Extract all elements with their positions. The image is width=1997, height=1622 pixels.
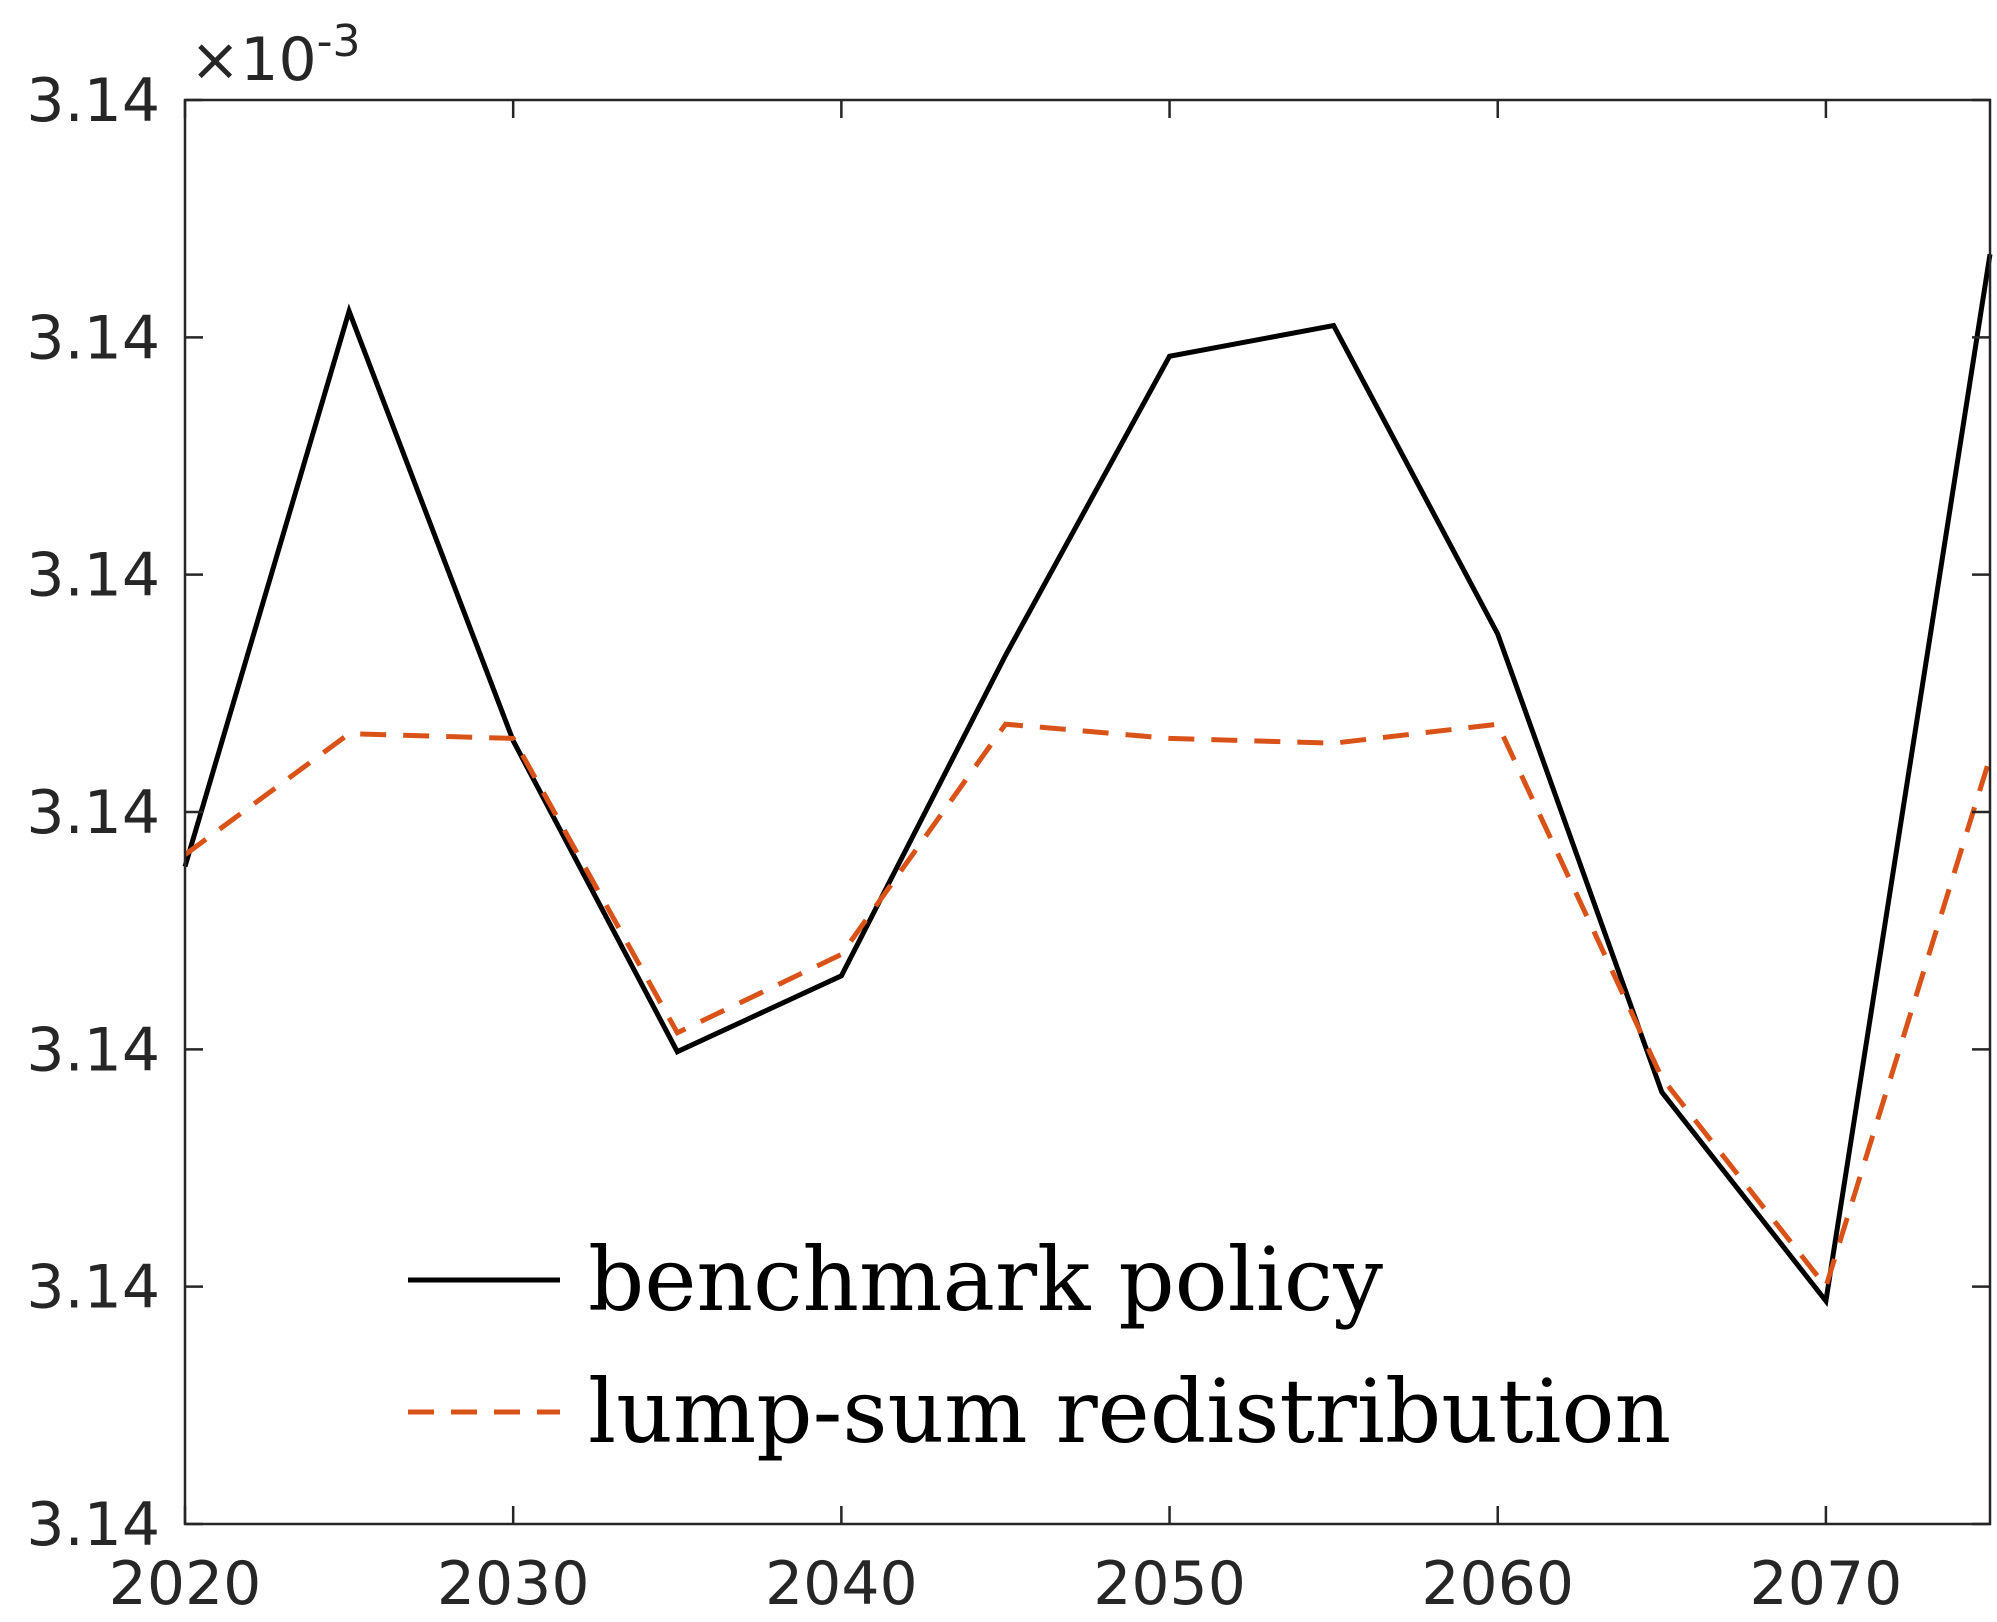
x-tick-label: 2050: [1093, 1549, 1246, 1619]
y-tick-label: 3.14: [26, 1253, 160, 1323]
y-tick-label: 3.14: [26, 541, 160, 611]
y-tick-label: 3.14: [26, 1490, 160, 1560]
legend: benchmark policy lump-sum redistribution: [408, 1228, 1671, 1463]
y-exponent-label: ×10-3: [190, 16, 361, 95]
plot-area: [182, 253, 1993, 1307]
legend-label-0: benchmark policy: [588, 1228, 1383, 1331]
x-tick-label: 2020: [109, 1549, 262, 1619]
y-tick-label: 3.14: [26, 303, 160, 373]
y-tick-label: 3.14: [26, 778, 160, 848]
series-line-1: [183, 721, 1993, 1292]
y-exponent-base: ×10: [190, 25, 317, 95]
series-line-0: [182, 253, 1993, 1307]
axes: 2020 2030 2040 2050 2060 2070 3.14 3.14 3.14 3.14…: [26, 16, 1992, 1619]
x-tick-label: 2070: [1750, 1549, 1903, 1619]
x-tick-label: 2030: [437, 1549, 590, 1619]
x-tick-label: 2060: [1421, 1549, 1574, 1619]
y-exponent-power: -3: [317, 16, 361, 67]
legend-label-1: lump-sum redistribution: [588, 1360, 1671, 1463]
y-tick-label: 3.14: [26, 1015, 160, 1085]
x-tick-label: 2040: [765, 1549, 918, 1619]
y-tick-label: 3.14: [26, 66, 160, 136]
